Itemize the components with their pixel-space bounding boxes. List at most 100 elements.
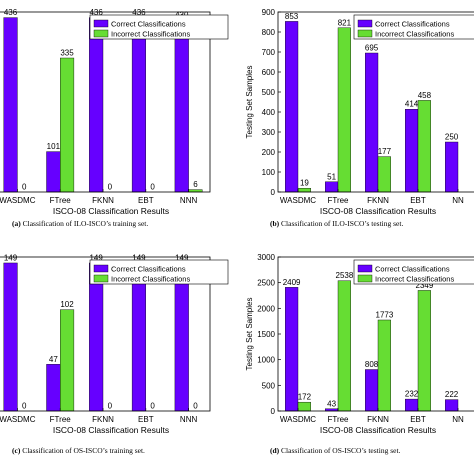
y-axis-label: Testing Set Samples [245, 298, 254, 371]
y-tick-label: 500 [262, 88, 276, 97]
x-tick-label: EBT [138, 415, 154, 424]
y-tick-label: 300 [262, 128, 276, 137]
bar-correct [46, 151, 61, 193]
value-label: 47 [49, 355, 58, 364]
bar-correct [3, 17, 18, 193]
bar-correct [365, 52, 379, 193]
y-tick-label: 700 [262, 48, 276, 57]
x-tick-label: NN [452, 415, 464, 424]
value-label: 6 [193, 180, 198, 189]
caption-text: Classification of OS-ISCO’s training set… [22, 446, 145, 455]
caption-tag: (a) [12, 219, 23, 228]
bar-incorrect [60, 309, 75, 412]
caption-text: Classification of ILO-ISCO’s testing set… [281, 219, 403, 228]
chart-panel-2: 0 100 200 300 400 500 600 700 800 900 Testing Set … [245, 8, 474, 228]
caption-text: Classification of OS-ISCO’s testing set. [281, 446, 400, 455]
caption-tag: (d) [270, 446, 281, 455]
legend-label: Incorrect Classifications [375, 275, 454, 284]
legend-swatch [93, 264, 109, 273]
value-label: 1773 [376, 310, 394, 319]
y-tick-label: 400 [262, 108, 276, 117]
bar-correct [89, 17, 104, 193]
value-label: 250 [445, 133, 459, 142]
bar-incorrect [417, 100, 432, 193]
y-tick-label: 100 [262, 168, 276, 177]
value-label: 232 [405, 390, 419, 399]
legend-label: Correct Classifications [375, 20, 450, 29]
y-axis-label: Testing Set Samples [245, 66, 254, 139]
value-label: 2538 [336, 271, 354, 280]
y-tick-label: 0 [271, 188, 276, 197]
value-label: 101 [47, 142, 61, 151]
bar-incorrect [60, 57, 75, 193]
x-tick-label: WASDMC [280, 415, 316, 424]
x-tick-label: FKNN [367, 196, 389, 205]
x-tick-label: FTree [327, 196, 349, 205]
legend-label: Incorrect Classifications [111, 30, 190, 39]
value-label: 43 [327, 399, 336, 408]
value-label: 0 [108, 402, 113, 411]
legend-swatch [93, 274, 109, 283]
bar-correct [285, 287, 299, 412]
y-tick-label: 600 [262, 68, 276, 77]
bar-incorrect [337, 280, 352, 412]
x-tick-label: FTree [327, 415, 349, 424]
legend-box [353, 259, 474, 285]
bar-correct [445, 141, 459, 193]
legend-box [353, 14, 474, 40]
value-label: 0 [150, 402, 155, 411]
value-label: 695 [365, 44, 379, 53]
legend-swatch [93, 29, 109, 38]
value-label: 149 [132, 253, 146, 262]
value-label: 2349 [416, 281, 434, 290]
y-tick-label: 200 [262, 148, 276, 157]
x-tick-label: NNN [180, 196, 198, 205]
bar-correct [131, 17, 147, 193]
legend-box [89, 14, 229, 40]
y-tick-label: 1000 [257, 356, 275, 365]
bar-correct [405, 398, 419, 412]
legend-label: Incorrect Classifications [111, 275, 190, 284]
bar-correct [46, 364, 61, 412]
x-axis-label: ISCO-08 Classification Results [320, 206, 436, 216]
bar-incorrect [417, 290, 432, 412]
x-tick-label: EBT [138, 196, 154, 205]
bar-incorrect [297, 187, 312, 193]
x-tick-label: FTree [50, 196, 72, 205]
caption-text: Classification of ILO-ISCO’s training se… [23, 219, 149, 228]
legend-label: Incorrect Classifications [375, 30, 454, 39]
legend-swatch [357, 19, 373, 28]
x-axis-label: ISCO-08 Classification Results [53, 206, 169, 216]
x-tick-label: WASDMC [0, 415, 36, 424]
legend-label: Correct Classifications [375, 265, 450, 274]
x-tick-label: EBT [410, 415, 426, 424]
bar-correct [405, 108, 419, 193]
x-tick-label: FTree [50, 415, 72, 424]
value-label: 0 [150, 183, 155, 192]
value-label: 102 [60, 300, 74, 309]
bar-correct [3, 262, 18, 412]
caption-tag: (c) [12, 446, 22, 455]
legend-swatch [93, 19, 109, 28]
x-axis-label: ISCO-08 Classification Results [320, 425, 436, 435]
value-label: 808 [365, 360, 379, 369]
y-tick-label: 0 [271, 407, 276, 416]
bar-correct [174, 19, 189, 193]
x-axis-label: ISCO-08 Classification Results [53, 425, 169, 435]
x-tick-label: NNN [180, 415, 198, 424]
chart-panel-4: 0 500 1000 1500 2000 2500 3000 Testing Set Samp… [245, 253, 474, 455]
bar-incorrect [377, 319, 392, 412]
value-label: 0 [22, 402, 27, 411]
y-tick-label: 1500 [257, 330, 275, 339]
bar-incorrect [377, 156, 392, 193]
x-tick-label: FKNN [92, 196, 114, 205]
value-label: 853 [285, 12, 299, 21]
x-tick-label: FKNN [92, 415, 114, 424]
legend-swatch [357, 264, 373, 273]
value-label: 222 [445, 390, 459, 399]
bar-correct [325, 181, 339, 193]
value-label: 335 [60, 49, 74, 58]
legend-swatch [357, 274, 373, 283]
legend-box [89, 259, 229, 285]
